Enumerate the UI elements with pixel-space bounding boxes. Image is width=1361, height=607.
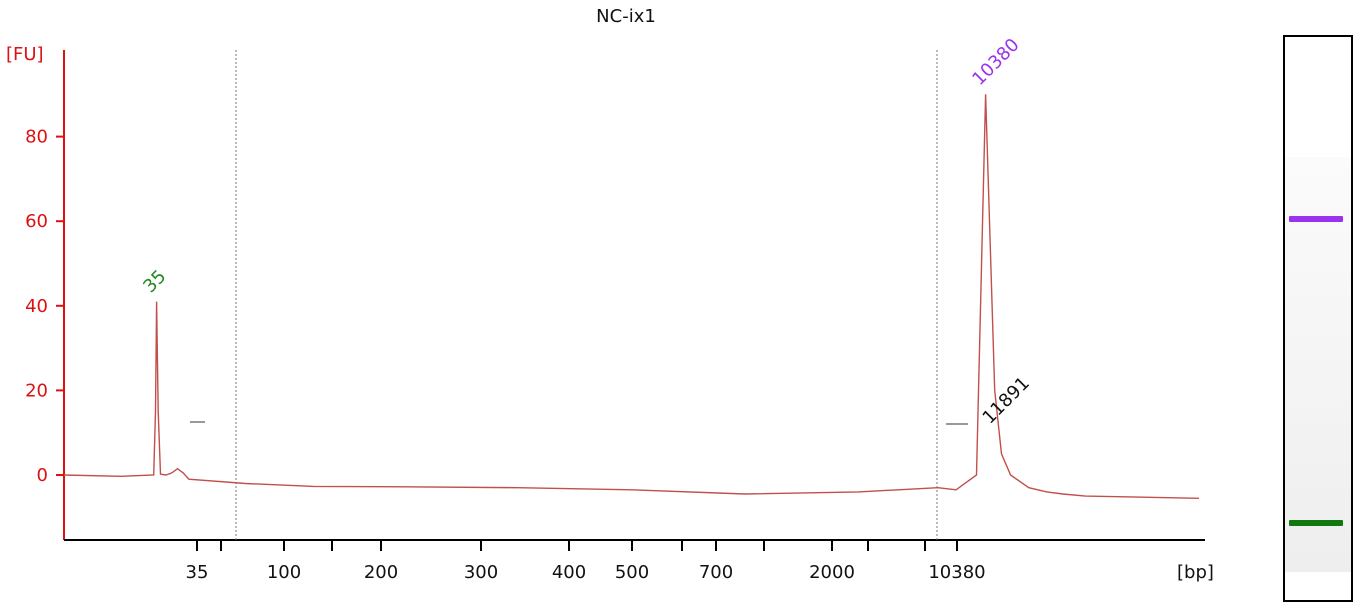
y-tick-label: 0 bbox=[37, 465, 48, 486]
x-tick-label: 35 bbox=[186, 562, 209, 583]
chart-title: NC-ix1 bbox=[596, 6, 656, 27]
gel-lane-image bbox=[1283, 35, 1353, 602]
peak-label: 35 bbox=[139, 266, 170, 297]
x-tick-label: 100 bbox=[267, 562, 301, 583]
x-tick-label: 2000 bbox=[809, 562, 855, 583]
gel-lane-background bbox=[1285, 157, 1351, 572]
x-tick-label: 700 bbox=[699, 562, 733, 583]
x-tick-label: 400 bbox=[552, 562, 586, 583]
x-tick-label: 500 bbox=[615, 562, 649, 583]
trace-line bbox=[63, 94, 1200, 499]
peak-label: 11891 bbox=[979, 373, 1034, 428]
peak-label: 10380 bbox=[968, 34, 1023, 89]
gel-band bbox=[1289, 520, 1343, 527]
gel-band bbox=[1289, 216, 1343, 223]
y-tick-label: 60 bbox=[25, 211, 48, 232]
y-tick-label: 20 bbox=[25, 380, 48, 401]
x-tick-label: 300 bbox=[464, 562, 498, 583]
x-tick-label: 10380 bbox=[928, 562, 985, 583]
y-tick-label: 80 bbox=[25, 127, 48, 148]
y-tick-label: 40 bbox=[25, 296, 48, 317]
x-tick-label: 200 bbox=[364, 562, 398, 583]
y-axis-label: [FU] bbox=[6, 44, 44, 65]
x-axis-label: [bp] bbox=[1177, 562, 1214, 583]
